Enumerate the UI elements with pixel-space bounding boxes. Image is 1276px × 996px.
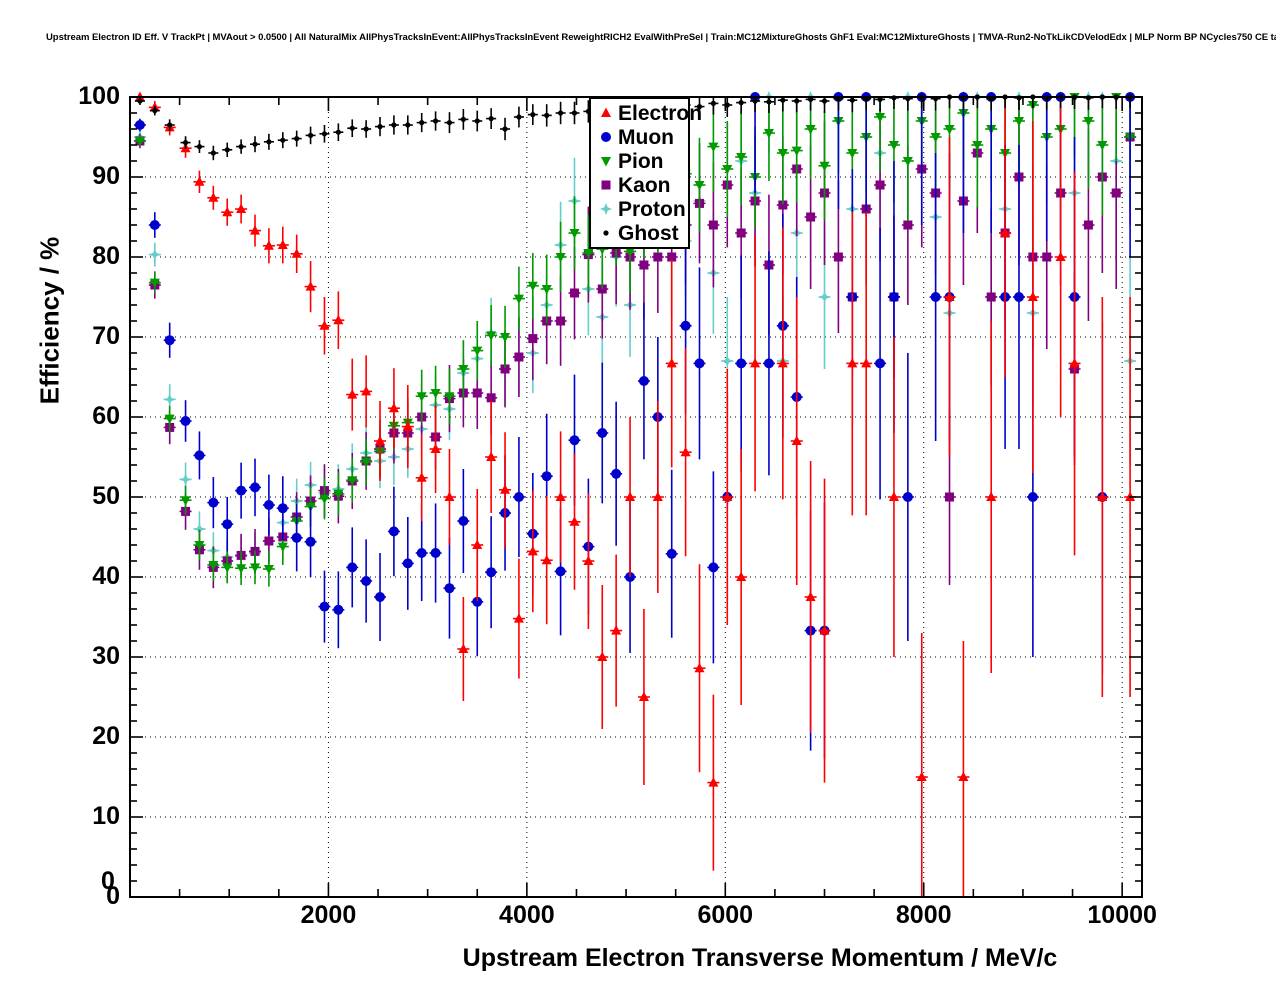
legend-entry-proton[interactable]: Proton xyxy=(591,197,688,221)
legend-entry-ghost[interactable]: Ghost xyxy=(591,221,688,245)
y-tick-label: 60 xyxy=(92,402,120,430)
y-tick-label: 100 xyxy=(78,82,120,110)
y-tick-label: 40 xyxy=(92,562,120,590)
legend-label: Proton xyxy=(618,197,686,221)
y-tick-label: 70 xyxy=(92,322,120,350)
x-tick-label: 2000 xyxy=(300,901,357,929)
legend-label: Muon xyxy=(618,125,674,149)
plot-legend: Electron Muon Pion Kaon Proton Ghost xyxy=(589,97,702,249)
y-tick-label: 80 xyxy=(92,242,120,270)
legend-label: Electron xyxy=(618,101,703,125)
star-marker-icon xyxy=(595,199,617,219)
y-tick-label: 90 xyxy=(92,162,120,190)
legend-entry-muon[interactable]: Muon xyxy=(591,125,688,149)
x-tick-label: 4000 xyxy=(499,901,555,929)
y-tick-label: 20 xyxy=(92,722,120,750)
triangle-down-marker-icon xyxy=(595,151,617,171)
legend-label: Kaon xyxy=(618,173,671,197)
legend-entry-pion[interactable]: Pion xyxy=(591,149,688,173)
y-tick-label: 30 xyxy=(92,642,120,670)
legend-entry-kaon[interactable]: Kaon xyxy=(591,173,688,197)
x-tick-label: 0 xyxy=(101,867,115,895)
square-marker-icon xyxy=(595,175,617,195)
legend-label: Pion xyxy=(618,149,664,173)
y-tick-label: 10 xyxy=(92,802,120,830)
x-axis-title: Upstream Electron Transverse Momentum / … xyxy=(462,944,1058,972)
y-tick-label: 0 xyxy=(106,882,120,910)
x-tick-label: 10000 xyxy=(1087,901,1157,929)
circle-marker-icon xyxy=(595,127,617,147)
x-tick-label: 8000 xyxy=(895,901,952,929)
circle-small-marker-icon xyxy=(595,223,617,243)
series-electron xyxy=(133,91,1137,897)
x-tick-label: 6000 xyxy=(697,901,754,929)
plot-title: Upstream Electron ID Eff. V TrackPt | MV… xyxy=(46,32,1276,43)
legend-entry-electron[interactable]: Electron xyxy=(591,101,702,125)
y-tick-label: 50 xyxy=(92,482,120,510)
legend-label: Ghost xyxy=(618,221,679,245)
triangle-up-marker-icon xyxy=(595,103,617,123)
